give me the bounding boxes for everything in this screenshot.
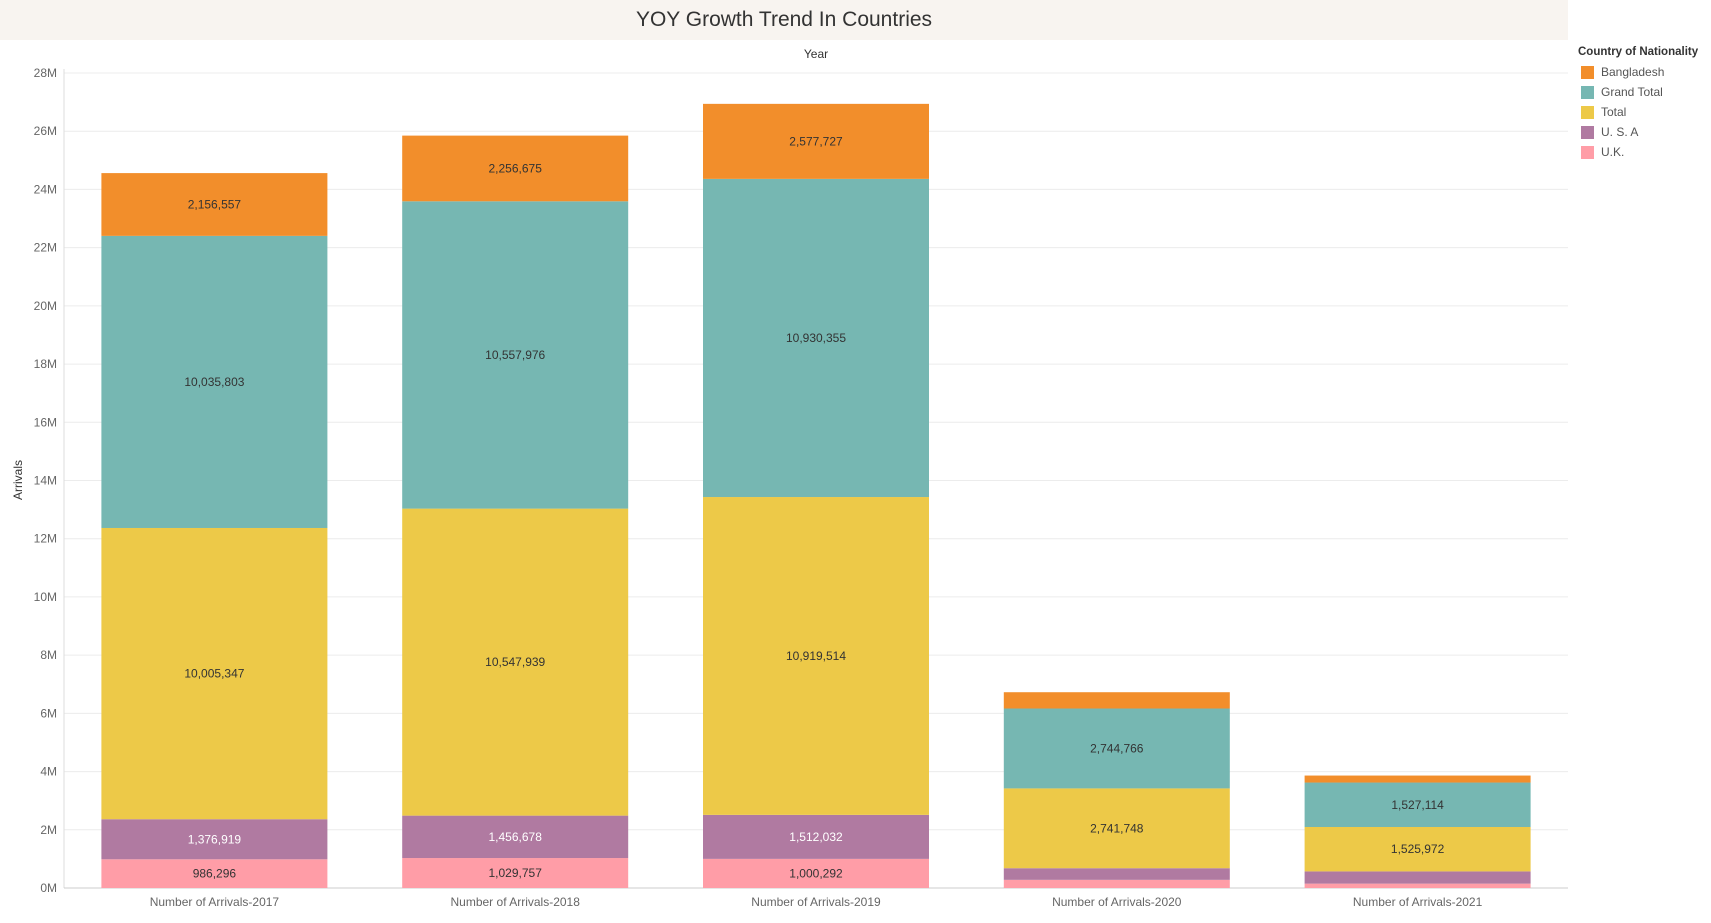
data-label: 2,256,675 <box>489 161 543 175</box>
bar-segment <box>1003 708 1230 789</box>
y-tick-label: 18M <box>34 357 57 371</box>
legend-swatch <box>1581 105 1594 119</box>
bar-segment <box>101 173 328 236</box>
data-label: 10,919,514 <box>786 649 846 663</box>
legend-item[interactable]: U. S. A <box>1578 122 1708 142</box>
x-tick-label: Number of Arrivals-2017 <box>150 895 280 909</box>
bar-segment <box>703 497 929 815</box>
legend-swatch <box>1581 125 1594 139</box>
bar-segment <box>1304 775 1531 783</box>
data-label: 1,000,292 <box>789 866 843 880</box>
legend: Country of Nationality Bangladesh Grand T… <box>1578 46 1708 162</box>
y-tick-label: 20M <box>34 299 57 313</box>
data-label: 10,035,803 <box>184 375 244 389</box>
legend-label: Total <box>1601 105 1627 119</box>
data-label: 2,156,557 <box>188 197 242 211</box>
legend-item[interactable]: Total <box>1578 102 1708 122</box>
bar-segment <box>703 858 929 888</box>
legend-swatch <box>1581 85 1594 99</box>
y-tick-label: 24M <box>34 182 57 196</box>
bar-segment <box>402 135 629 202</box>
y-tick-label: 10M <box>34 590 57 604</box>
legend-label: Grand Total <box>1601 85 1663 99</box>
x-tick-label: Number of Arrivals-2020 <box>1052 895 1182 909</box>
y-tick-label: 4M <box>40 765 57 779</box>
y-tick-label: 16M <box>34 415 57 429</box>
data-label: 1,456,678 <box>489 830 543 844</box>
y-tick-label: 6M <box>40 706 57 720</box>
data-label: 1,525,972 <box>1391 842 1445 856</box>
data-label: 1,029,757 <box>489 866 543 880</box>
legend-label: U. S. A <box>1601 125 1639 139</box>
data-label: 986,296 <box>193 867 237 881</box>
bar-segment <box>1304 871 1531 884</box>
bar-segment <box>703 814 929 859</box>
x-tick-label: Number of Arrivals-2018 <box>451 895 581 909</box>
legend-item[interactable]: U.K. <box>1578 142 1708 162</box>
legend-item[interactable]: Grand Total <box>1578 82 1708 102</box>
bar-segment <box>402 201 629 509</box>
legend-label: Bangladesh <box>1601 65 1665 79</box>
chart-title: YOY Growth Trend In Countries <box>635 8 933 31</box>
y-tick-label: 0M <box>40 881 57 895</box>
data-label: 2,577,727 <box>789 134 843 148</box>
bar-segment <box>703 178 929 498</box>
data-label: 10,005,347 <box>184 667 244 681</box>
x-tick-label: Number of Arrivals-2019 <box>751 895 881 909</box>
bar-segment <box>1003 692 1230 709</box>
data-label: 1,512,032 <box>789 830 843 844</box>
bar-segment <box>1304 826 1531 872</box>
chart-title-bar: YOY Growth Trend In Countries <box>0 0 1568 40</box>
bar-segment <box>101 819 328 860</box>
y-tick-label: 26M <box>34 124 57 138</box>
bar-segment <box>101 527 328 820</box>
y-axis-label: Arrivals <box>11 460 25 500</box>
bar-segment <box>1304 883 1531 888</box>
bar-segment <box>703 103 929 179</box>
bar-segment <box>1003 879 1230 888</box>
bar-segment <box>1003 868 1230 880</box>
y-tick-label: 28M <box>34 66 57 80</box>
data-label: 10,930,355 <box>786 331 846 345</box>
bar-segment <box>101 859 328 888</box>
legend-swatch <box>1581 65 1594 79</box>
bar-segment <box>1003 788 1230 869</box>
data-label: 2,744,766 <box>1090 741 1144 755</box>
data-label: 1,376,919 <box>188 832 242 846</box>
legend-label: U.K. <box>1601 145 1625 159</box>
y-tick-label: 14M <box>34 474 57 488</box>
column-header: Year <box>804 47 828 61</box>
y-tick-label: 8M <box>40 648 57 662</box>
bar-segment <box>101 235 328 528</box>
y-tick-label: 12M <box>34 532 57 546</box>
data-label: 2,741,748 <box>1090 821 1144 835</box>
data-label: 10,557,976 <box>485 348 545 362</box>
y-tick-label: 2M <box>40 823 57 837</box>
bar-segment <box>402 508 629 816</box>
bar-segment <box>1304 782 1531 827</box>
x-tick-label: Number of Arrivals-2021 <box>1353 895 1483 909</box>
legend-item[interactable]: Bangladesh <box>1578 62 1708 82</box>
bar-segment <box>402 858 629 888</box>
bar-segment <box>402 815 629 859</box>
data-label: 10,547,939 <box>485 655 545 669</box>
legend-items: Bangladesh Grand Total Total U. S. A U.K. <box>1578 62 1708 162</box>
data-label: 1,527,114 <box>1391 798 1444 812</box>
legend-title: Country of Nationality <box>1578 46 1699 58</box>
legend-swatch <box>1581 145 1594 159</box>
y-tick-label: 22M <box>34 241 57 255</box>
